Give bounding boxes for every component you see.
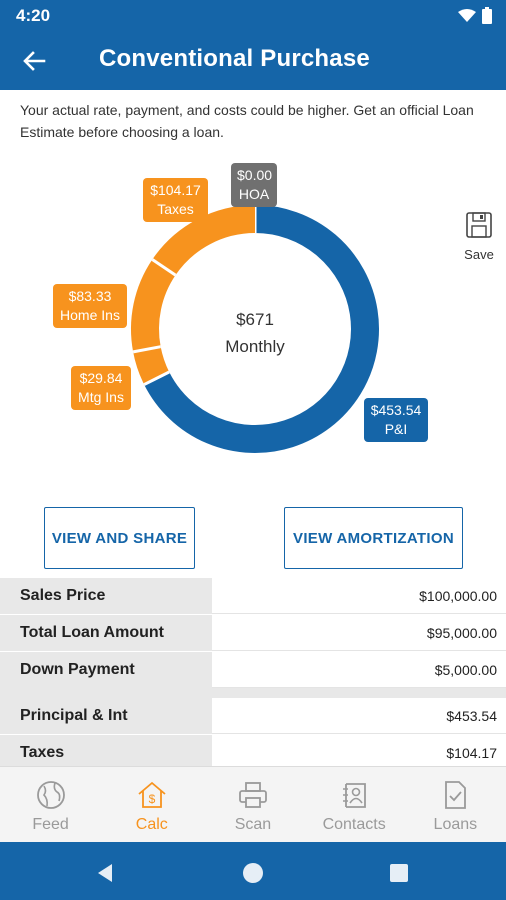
row-label: Total Loan Amount [0, 615, 212, 651]
nav-feed-label: Feed [32, 816, 69, 833]
callout-taxes-label: Taxes [157, 201, 194, 217]
system-recents-button[interactable] [386, 860, 412, 886]
callout-home-ins: $83.33 Home Ins [53, 284, 127, 328]
callout-hoa: $0.00 HOA [231, 163, 277, 207]
wifi-icon [458, 8, 476, 22]
row-label: Taxes [0, 735, 212, 771]
slice-separator [132, 345, 161, 354]
row-value: $5,000.00 [212, 652, 506, 688]
nav-feed[interactable]: Feed [0, 767, 101, 843]
row-label: Principal & Int [0, 698, 212, 734]
floppy-disk-icon [466, 212, 492, 238]
nav-scan[interactable]: Scan [202, 767, 303, 843]
row-value: $95,000.00 [212, 615, 506, 651]
save-label: Save [464, 247, 494, 262]
system-navigation-bar [0, 842, 506, 900]
nav-scan-label: Scan [234, 816, 272, 833]
slice-separator [151, 258, 177, 277]
document-check-icon [445, 781, 467, 809]
callout-home-ins-value: $83.33 [68, 288, 112, 304]
svg-text:$: $ [148, 792, 155, 806]
nav-calc-label: Calc [135, 816, 168, 833]
table-row: Total Loan Amount $95,000.00 [0, 615, 506, 651]
callout-pi: $453.54 P&I [364, 398, 428, 442]
disclaimer-text: Your actual rate, payment, and costs cou… [20, 102, 474, 140]
row-label: Down Payment [0, 652, 212, 688]
row-value: $100,000.00 [212, 578, 506, 614]
view-and-share-button[interactable]: VIEW AND SHARE [44, 507, 195, 569]
arrow-left-icon [23, 51, 46, 71]
printer-icon [239, 782, 267, 808]
row-label: Sales Price [0, 578, 212, 614]
back-button[interactable] [16, 45, 52, 77]
donut-slice-mtg-ins [133, 346, 170, 385]
save-button[interactable]: Save [456, 210, 502, 262]
circle-home-icon [243, 863, 263, 883]
donut-chart: $671 Monthly [131, 205, 379, 453]
triangle-back-icon [98, 864, 112, 882]
callout-mtg-ins: $29.84 Mtg Ins [71, 366, 131, 410]
table-row: Principal & Int $453.54 [0, 698, 506, 734]
table-row: Sales Price $100,000.00 [0, 578, 506, 614]
status-icons [458, 7, 492, 24]
callout-home-ins-label: Home Ins [60, 307, 120, 323]
chart-center-value: $671 [236, 310, 274, 329]
status-bar: 4:20 [0, 0, 506, 32]
bottom-navigation: Feed $ Calc Scan Contacts Loans [0, 766, 506, 842]
battery-icon [482, 7, 492, 24]
globe-icon [36, 781, 65, 809]
donut-slice-home-ins [131, 259, 176, 352]
table-row: Down Payment $5,000.00 [0, 652, 506, 688]
row-value: $453.54 [212, 698, 506, 734]
donut-slice-p-i [144, 205, 379, 453]
view-amortization-button[interactable]: VIEW AMORTIZATION [284, 507, 463, 569]
slice-separator [143, 370, 170, 386]
section-divider [0, 688, 506, 698]
contacts-icon [343, 783, 367, 808]
callout-mtg-ins-value: $29.84 [79, 370, 123, 386]
callout-hoa-label: HOA [238, 186, 270, 202]
nav-loans-label: Loans [433, 816, 478, 833]
page-title: Conventional Purchase [99, 45, 370, 72]
callout-hoa-value: $0.00 [237, 167, 273, 183]
callout-taxes: $104.17 Taxes [143, 178, 208, 222]
app-bar: Conventional Purchase [0, 32, 506, 90]
system-back-button[interactable] [92, 860, 118, 886]
table-row: Taxes $104.17 [0, 735, 506, 771]
chart-center-label: Monthly [225, 337, 285, 356]
system-home-button[interactable] [240, 860, 266, 886]
callout-pi-value: $453.54 [370, 402, 422, 418]
nav-calc[interactable]: $ Calc [101, 767, 202, 843]
house-dollar-icon: $ [138, 781, 166, 808]
payment-chart: $671 Monthly $0.00 HOA $104.17 Taxes $83.… [0, 150, 506, 490]
donut-slice-taxes [152, 205, 256, 276]
callout-taxes-value: $104.17 [150, 182, 201, 198]
callout-pi-label: P&I [384, 421, 408, 437]
nav-contacts-label: Contacts [322, 816, 386, 833]
status-time: 4:20 [16, 6, 51, 25]
callout-mtg-ins-label: Mtg Ins [78, 389, 124, 405]
nav-loans[interactable]: Loans [405, 767, 506, 843]
nav-contacts[interactable]: Contacts [304, 767, 405, 843]
square-recents-icon [390, 864, 408, 882]
